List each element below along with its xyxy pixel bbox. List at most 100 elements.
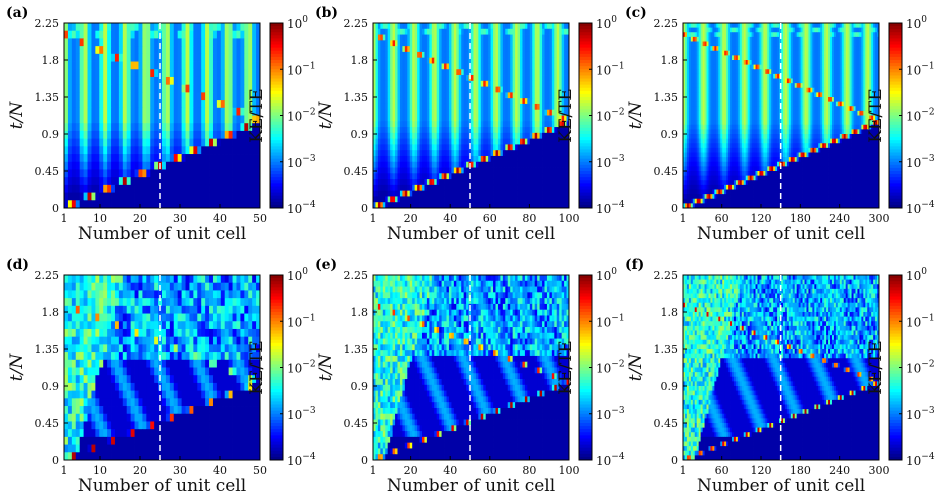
- heatmap-cell: [503, 191, 506, 197]
- heatmap-cell: [473, 87, 476, 93]
- heatmap-cell: [486, 196, 489, 202]
- y-tick-label: 2.25: [35, 17, 60, 30]
- heatmap-cell: [395, 40, 398, 46]
- heatmap-cell: [473, 40, 476, 46]
- heatmap-cell: [91, 46, 95, 54]
- heatmap-cell: [221, 123, 225, 131]
- heatmap-cell: [461, 81, 464, 87]
- heatmap-cell: [434, 202, 437, 208]
- heatmap-cell: [442, 156, 445, 162]
- heatmap-cell: [142, 162, 146, 170]
- heatmap-cell: [229, 108, 233, 116]
- heatmap-cell: [481, 179, 484, 185]
- heatmap-cell: [439, 173, 442, 179]
- heatmap-cell: [473, 110, 476, 116]
- heatmap-cell: [493, 196, 496, 202]
- heatmap-cell: [500, 150, 503, 156]
- heatmap-cell: [562, 29, 565, 35]
- heatmap-cell: [99, 69, 103, 77]
- heatmap-cell: [410, 40, 413, 46]
- heatmap-cell: [193, 177, 197, 185]
- heatmap-cell: [95, 46, 99, 54]
- heatmap-cell: [442, 168, 445, 174]
- heatmap-cell: [201, 162, 205, 170]
- heatmap-cell: [417, 133, 420, 139]
- colorbar-segment: [579, 51, 592, 54]
- heatmap-cell: [107, 85, 111, 93]
- heatmap-cell: [535, 110, 538, 116]
- heatmap-cell: [225, 200, 229, 208]
- heatmap-cell: [405, 168, 408, 174]
- heatmap-cell: [459, 127, 462, 133]
- heatmap-cell: [170, 31, 174, 39]
- heatmap-cell: [456, 69, 459, 75]
- heatmap-cell: [461, 127, 464, 133]
- heatmap-cell: [540, 35, 543, 41]
- heatmap-cell: [221, 162, 225, 170]
- heatmap-cell: [154, 31, 158, 39]
- heatmap-cell: [486, 191, 489, 197]
- heatmap-cell: [146, 92, 150, 100]
- heatmap-cell: [170, 46, 174, 54]
- heatmap-cell: [385, 104, 388, 110]
- heatmap-cell: [400, 150, 403, 156]
- heatmap-cell: [557, 196, 560, 202]
- heatmap-cell: [547, 75, 550, 81]
- heatmap-cell: [84, 116, 88, 124]
- heatmap-cell: [505, 110, 508, 116]
- heatmap-cell: [385, 40, 388, 46]
- heatmap-cell: [432, 179, 435, 185]
- heatmap-cell: [513, 116, 516, 122]
- heatmap-cell: [518, 116, 521, 122]
- heatmap-cell: [427, 46, 430, 52]
- heatmap-cell: [107, 31, 111, 39]
- heatmap-cell: [378, 110, 381, 116]
- heatmap-cell: [248, 169, 252, 177]
- heatmap-cell: [545, 58, 548, 64]
- heatmap-cell: [518, 202, 521, 208]
- heatmap-cell: [540, 98, 543, 104]
- heatmap-cell: [471, 35, 474, 41]
- heatmap-cell: [530, 173, 533, 179]
- heatmap-cell: [135, 38, 139, 46]
- heatmap-cell: [513, 104, 516, 110]
- heatmap-cell: [456, 168, 459, 174]
- heatmap-cell: [99, 85, 103, 93]
- heatmap-cell: [407, 52, 410, 58]
- heatmap-cell: [464, 104, 467, 110]
- heatmap-cell: [562, 196, 565, 202]
- heatmap-cell: [127, 46, 131, 54]
- heatmap-cell: [142, 77, 146, 85]
- heatmap-cell: [508, 52, 511, 58]
- panel-c: 1 60 120 180 240 30000.450.91.351.82.25Number…: [625, 5, 935, 244]
- heatmap-cell: [466, 110, 469, 116]
- heatmap-cell: [76, 123, 80, 131]
- heatmap-cell: [154, 116, 158, 124]
- heatmap-cell: [390, 98, 393, 104]
- heatmap-cell: [429, 81, 432, 87]
- heatmap-cell: [88, 169, 92, 177]
- heatmap-cell: [549, 162, 552, 168]
- heatmap-cell: [150, 116, 154, 124]
- heatmap-cell: [434, 52, 437, 58]
- heatmap-cell: [150, 169, 154, 177]
- heatmap-cell: [500, 139, 503, 145]
- heatmap-cell: [415, 81, 418, 87]
- heatmap-cell: [88, 116, 92, 124]
- heatmap-cell: [378, 191, 381, 197]
- heatmap-cell: [461, 162, 464, 168]
- heatmap-cell: [138, 108, 142, 116]
- heatmap-cell: [471, 98, 474, 104]
- heatmap-cell: [471, 179, 474, 185]
- heatmap-cell: [510, 23, 513, 29]
- heatmap-cell: [131, 177, 135, 185]
- heatmap-cell: [400, 29, 403, 35]
- heatmap-cell: [471, 168, 474, 174]
- heatmap-cell: [398, 63, 401, 69]
- heatmap-cell: [518, 46, 521, 52]
- heatmap-cell: [383, 168, 386, 174]
- heatmap-cell: [80, 85, 84, 93]
- heatmap-cell: [395, 98, 398, 104]
- heatmap-cell: [449, 63, 452, 69]
- heatmap-cell: [107, 177, 111, 185]
